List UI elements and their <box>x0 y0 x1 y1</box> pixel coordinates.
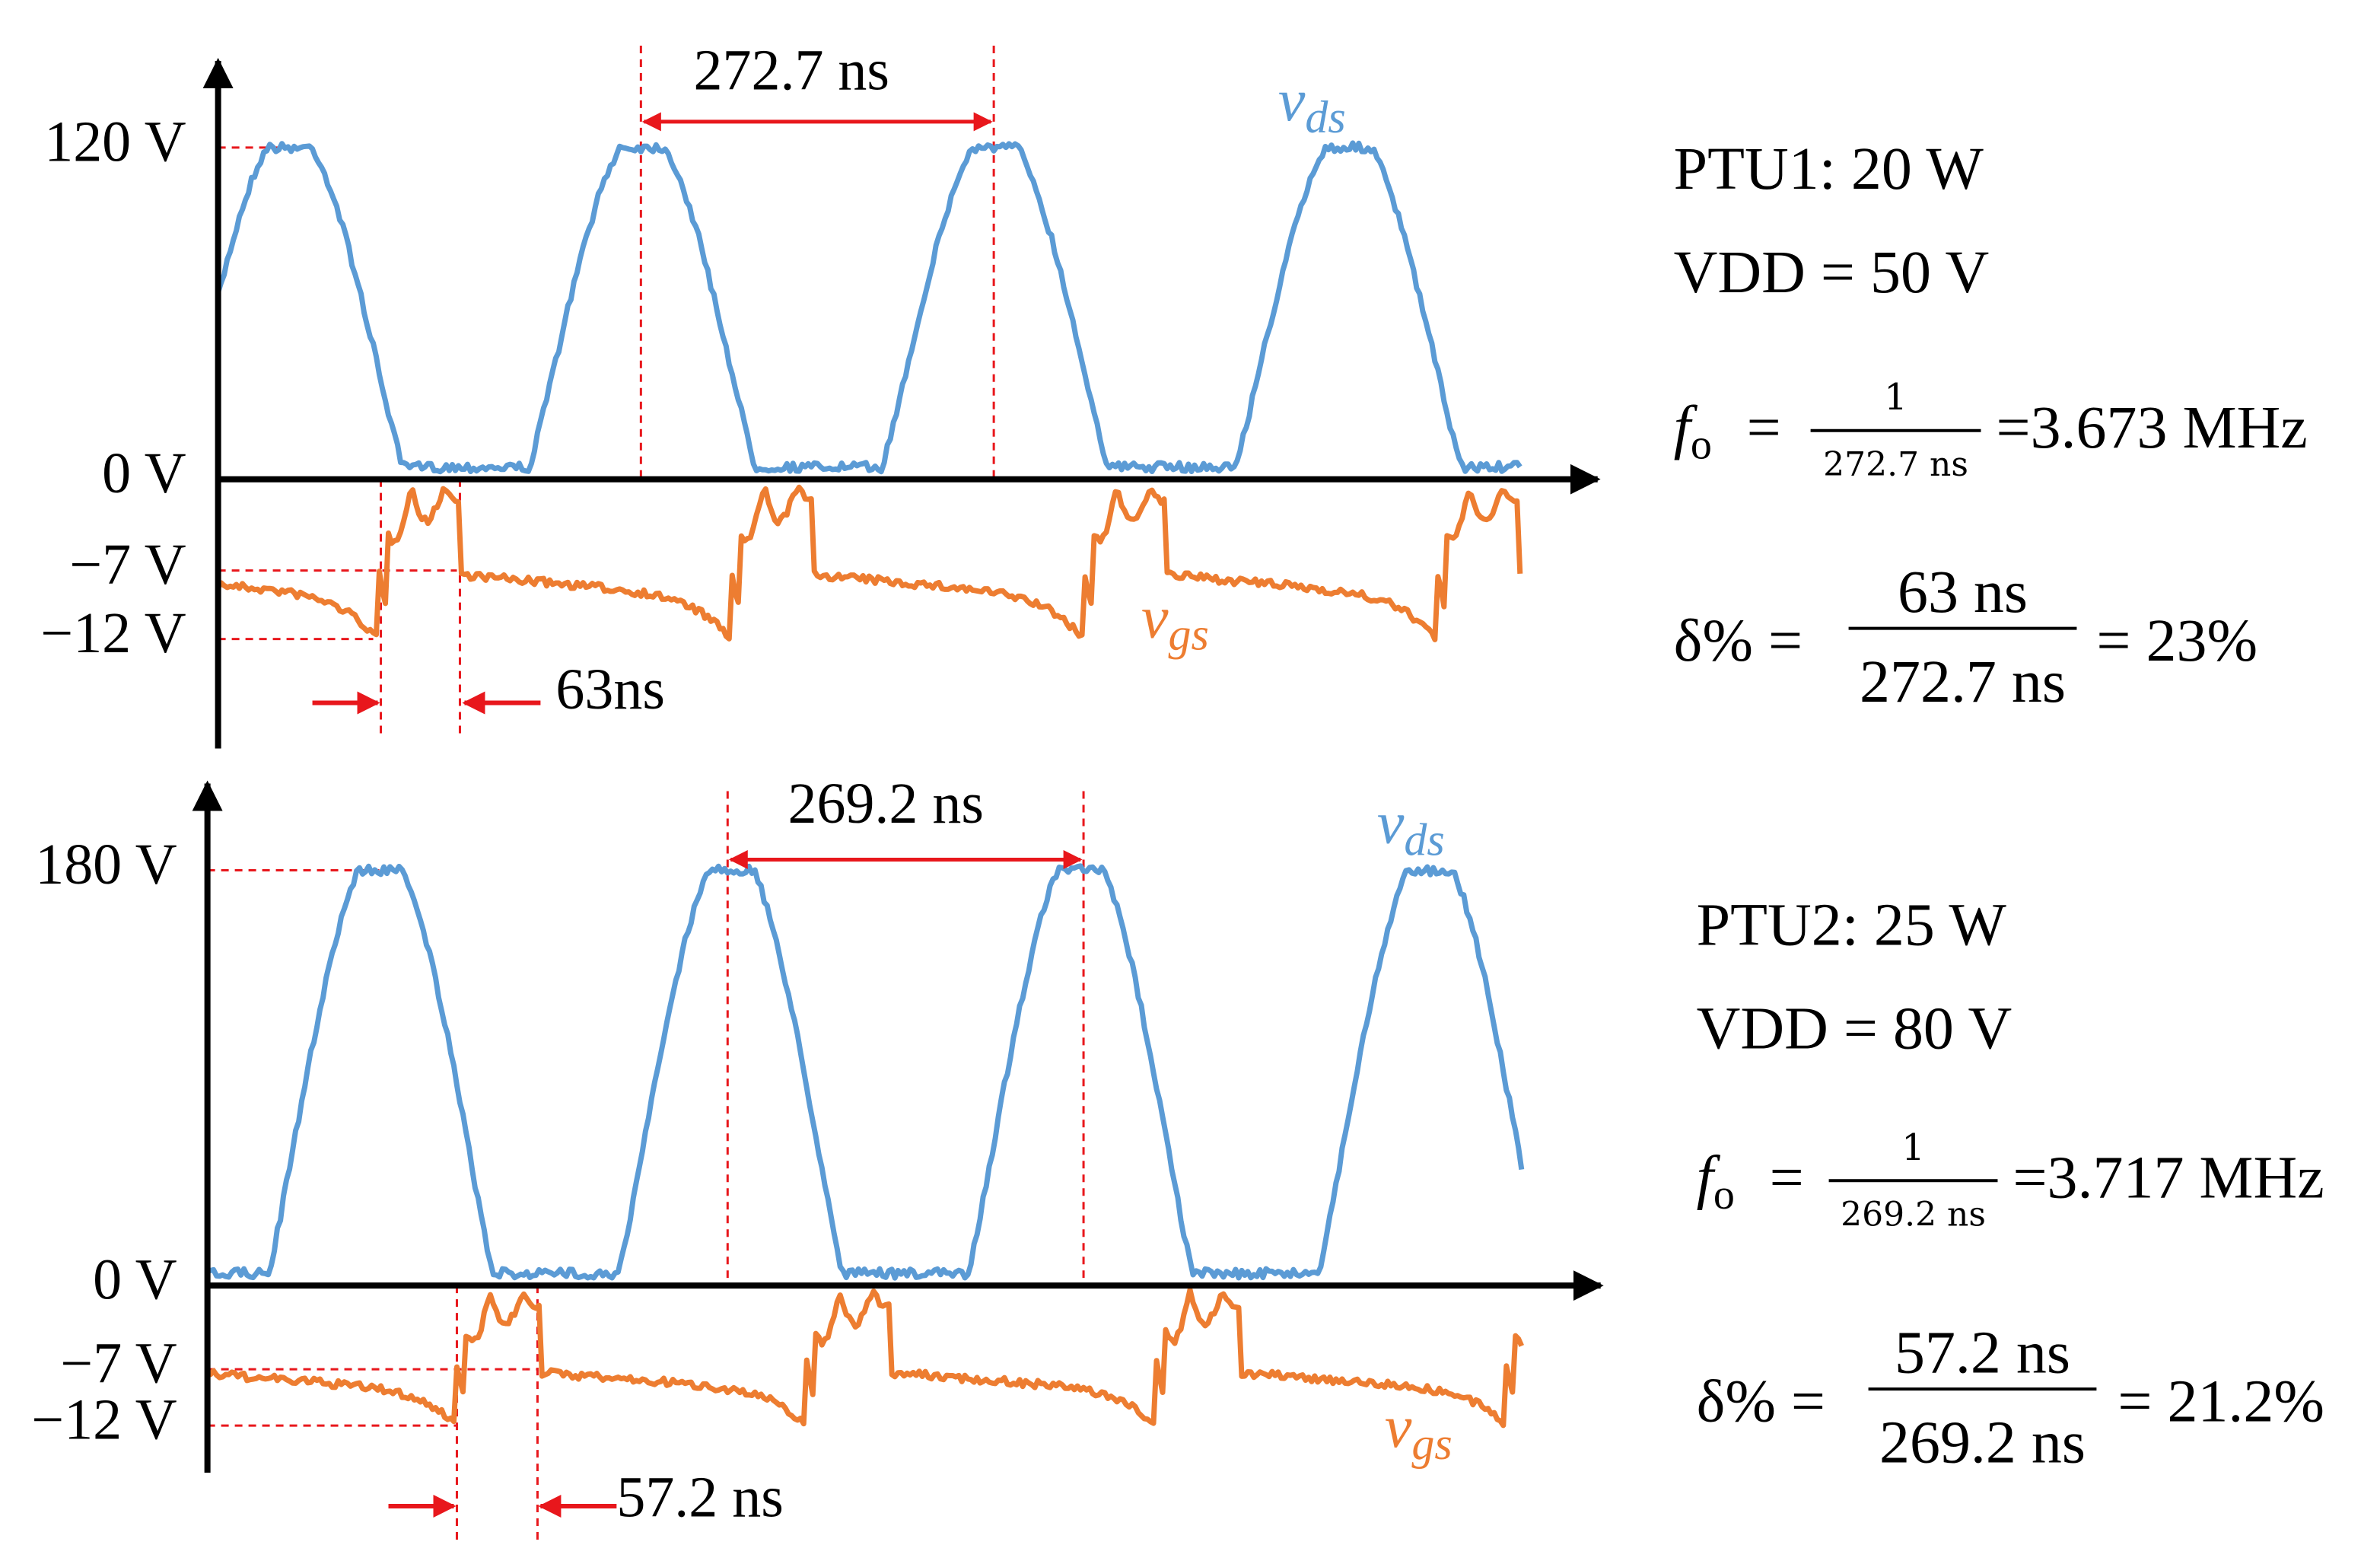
freq-result: =3.717 MHz <box>2013 1145 2324 1212</box>
signal-label: vds <box>1278 67 1346 142</box>
signal-subscript: ds <box>1305 92 1345 142</box>
duty-symbol: δ% = <box>1697 1368 1825 1435</box>
duty-num: 57.2 ns <box>1895 1319 2070 1386</box>
duty-result: = 23% <box>2096 607 2258 674</box>
freq-num: 1 <box>1884 376 1908 419</box>
info-vdd: VDD = 80 V <box>1697 995 2013 1062</box>
y-label: −7 V <box>69 533 186 597</box>
info-vdd: VDD = 50 V <box>1674 239 1990 306</box>
y-label: 120 V <box>44 110 186 174</box>
freq-eq: = <box>1747 394 1781 461</box>
y-label: −12 V <box>31 1388 177 1452</box>
freq-sub: o <box>1713 1171 1735 1218</box>
signal-label: vgs <box>1141 585 1209 659</box>
y-label: 0 V <box>93 1248 177 1312</box>
vds-waveform <box>207 863 1525 1281</box>
width-label: 63ns <box>555 658 665 721</box>
signal-symbol: v <box>1278 67 1306 134</box>
width-label: 57.2 ns <box>616 1465 783 1529</box>
y-label: −7 V <box>60 1332 177 1396</box>
duty-num: 63 ns <box>1898 559 2028 626</box>
freq-sub: o <box>1691 422 1712 469</box>
signal-symbol: v <box>1377 790 1405 857</box>
signal-subscript: gs <box>1411 1419 1452 1469</box>
info-title: PTU2: 25 W <box>1697 892 2007 959</box>
duty-den: 272.7 ns <box>1860 648 2066 715</box>
signal-symbol: v <box>1385 1394 1412 1460</box>
y-label: 180 V <box>35 833 177 897</box>
freq-symbol: fo <box>1674 394 1712 468</box>
y-label: −12 V <box>40 601 186 665</box>
signal-subscript: ds <box>1404 814 1444 865</box>
signal-symbol: v <box>1141 585 1169 651</box>
duty-result: = 21.2% <box>2118 1368 2324 1435</box>
duty-den: 269.2 ns <box>1879 1409 2086 1476</box>
duty-symbol: δ% = <box>1674 607 1803 674</box>
freq-symbol: fo <box>1697 1145 1735 1218</box>
signal-subscript: gs <box>1169 609 1209 659</box>
freq-den: 272.7 ns <box>1823 445 1968 484</box>
freq-eq: = <box>1770 1145 1804 1212</box>
freq-num: 1 <box>1901 1126 1925 1169</box>
y-label: 0 V <box>102 441 186 505</box>
vds-waveform <box>215 140 1522 475</box>
period-label: 269.2 ns <box>788 772 983 836</box>
vgs-waveform <box>206 1287 1524 1429</box>
vgs-waveform <box>215 484 1523 642</box>
signal-label: vds <box>1377 790 1445 865</box>
info-title: PTU1: 20 W <box>1674 135 1984 202</box>
period-label: 272.7 ns <box>694 38 889 102</box>
freq-result: =3.673 MHz <box>1996 394 2307 461</box>
freq-den: 269.2 ns <box>1841 1196 1986 1234</box>
signal-label: vgs <box>1385 1394 1452 1468</box>
